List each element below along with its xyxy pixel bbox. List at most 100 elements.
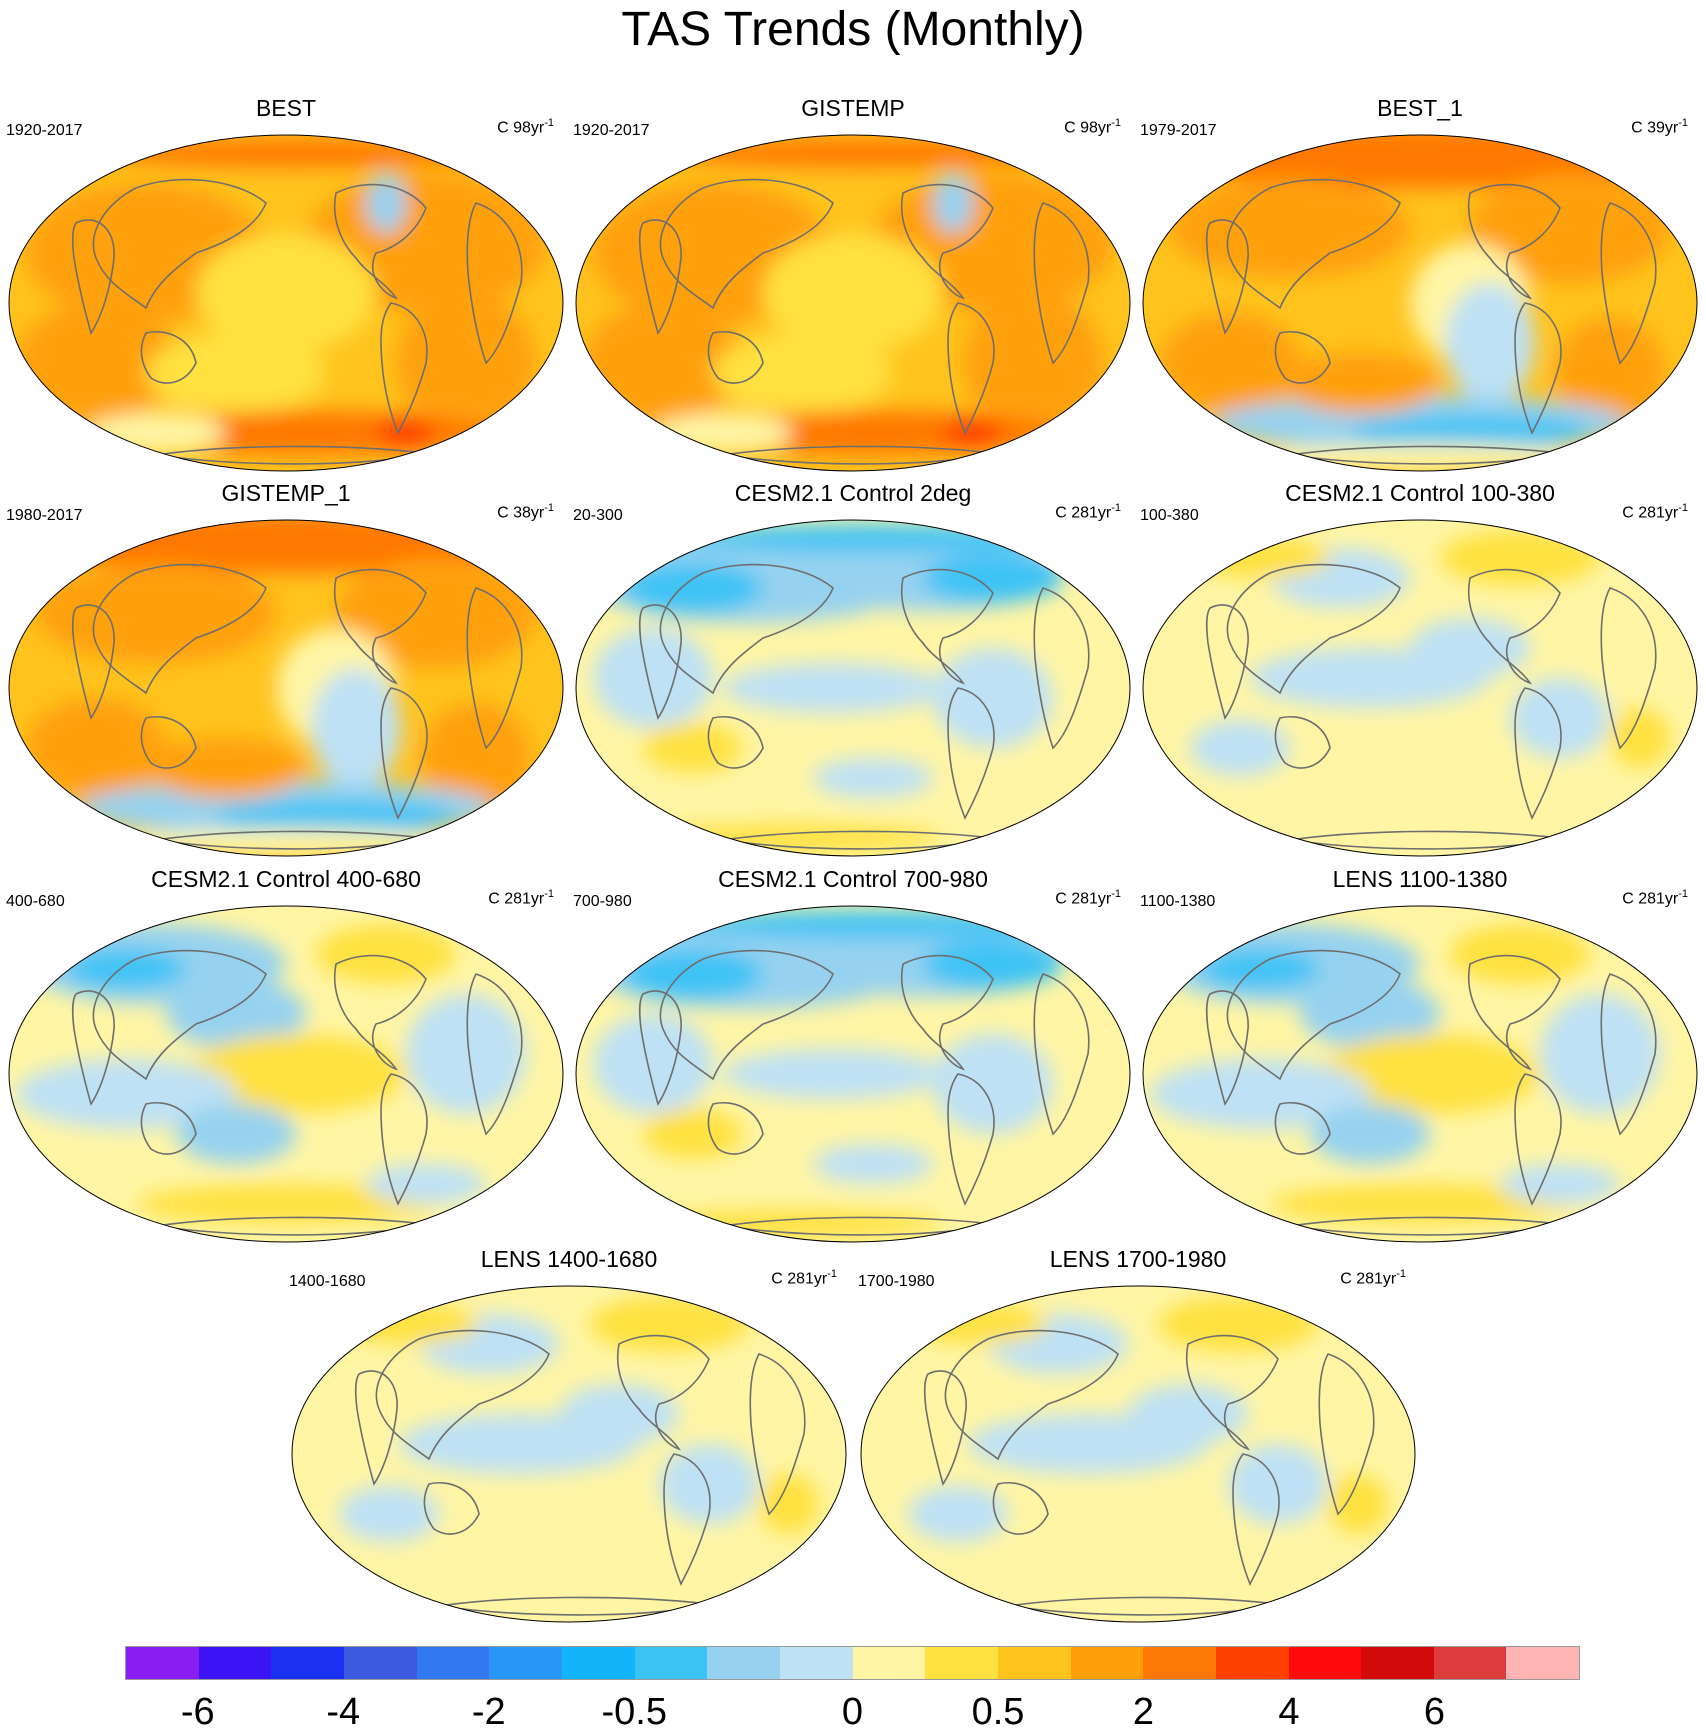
trend-region: [196, 233, 376, 353]
trend-region: [1150, 1059, 1370, 1129]
panel-title: CESM2.1 Control 400-680: [151, 866, 421, 892]
coastline: [659, 949, 834, 1081]
coastline: [1226, 949, 1401, 1081]
coastline: [71, 604, 115, 720]
panel-period: 1100-1380: [1140, 893, 1216, 910]
trend-region: [589, 1296, 749, 1352]
coastline: [992, 1482, 1049, 1535]
colorbar-tick-label: -2: [471, 1691, 506, 1733]
colorbar-swatch: [997, 1647, 1071, 1679]
colorbar-swatch: [343, 1647, 417, 1679]
trend-region: [26, 698, 166, 798]
coastline: [92, 949, 267, 1081]
trend-region: [16, 1059, 236, 1129]
coastline: [333, 568, 427, 685]
panel-title: GISTEMP_1: [221, 480, 351, 506]
trend-region: [593, 628, 713, 728]
coastline: [1205, 219, 1249, 335]
trend-region: [908, 1486, 1008, 1542]
trend-region: [723, 1049, 943, 1099]
map-outline: [575, 134, 1131, 472]
panel-units-text: C 281yr: [1622, 504, 1679, 522]
coastline: [1226, 178, 1401, 310]
panel-units-text: C 39yr: [1631, 119, 1679, 137]
coastline: [659, 563, 834, 695]
coastline: [707, 1102, 764, 1155]
panel-units-exponent: -1: [1396, 1268, 1406, 1280]
trend-region: [998, 1592, 1278, 1616]
trend-region: [763, 233, 943, 353]
trend-region: [339, 1304, 479, 1344]
trend-region: [923, 939, 1063, 989]
map-panel: CESM2.1 Control 100-380 100-380 C 281yr-1: [1140, 480, 1700, 860]
coastline: [1514, 687, 1562, 820]
coastline: [1033, 587, 1090, 750]
trend-region: [136, 1184, 436, 1224]
panel-title: CESM2.1 Control 700-980: [718, 866, 988, 892]
panel-title: CESM2.1 Control 100-380: [1285, 480, 1555, 506]
coastline: [638, 990, 682, 1106]
panel-title: BEST_1: [1377, 95, 1463, 121]
trend-region: [66, 949, 186, 989]
trend-region: [1170, 178, 1410, 278]
panel-units-exponent: -1: [827, 1268, 837, 1280]
trend-region: [1280, 826, 1560, 850]
trend-region: [96, 829, 476, 856]
panel-units-exponent: -1: [544, 117, 554, 129]
trend-region: [396, 293, 536, 433]
coastline: [1274, 716, 1331, 769]
trend-region: [643, 723, 743, 773]
trend-region: [1310, 1104, 1430, 1164]
trend-region: [406, 994, 526, 1114]
trend-region: [1555, 318, 1665, 428]
coastline: [947, 1073, 995, 1206]
coastline: [380, 687, 428, 820]
colorbar-swatch: [925, 1647, 998, 1679]
trend-region: [1328, 1474, 1388, 1534]
colorbar-swatch: [779, 1647, 853, 1679]
trend-region: [1510, 678, 1610, 758]
coastline: [1600, 202, 1657, 365]
panel-units-text: C 281yr: [1055, 504, 1112, 522]
coastline: [638, 219, 682, 335]
panel-title: CESM2.1 Control 2deg: [734, 480, 972, 506]
coastline: [900, 183, 994, 300]
coastline: [900, 568, 994, 685]
trend-region: [813, 758, 933, 798]
map-outline: [860, 1285, 1416, 1623]
coastline: [947, 687, 995, 820]
coastline: [466, 202, 523, 365]
panel-units: C 281yr-1: [1622, 502, 1688, 522]
panel-period: 700-980: [573, 893, 632, 910]
map-outline: [8, 519, 564, 857]
panel-units-exponent: -1: [1678, 888, 1688, 900]
coastline: [423, 1482, 480, 1535]
trend-region: [421, 703, 531, 813]
panel-units: C 98yr-1: [497, 117, 554, 137]
trend-map: [1142, 905, 1698, 1243]
panel-units-text: C 281yr: [1055, 890, 1112, 908]
trend-region: [933, 1034, 1053, 1134]
coastline: [1514, 1073, 1562, 1206]
map-outline: [291, 1285, 847, 1623]
trend-map: [860, 1285, 1416, 1623]
coastline: [707, 716, 764, 769]
trend-map: [575, 905, 1131, 1243]
colorbar-tick-label: 0.5: [971, 1691, 1025, 1733]
colorbar-swatch: [1288, 1647, 1362, 1679]
trend-region: [1440, 530, 1600, 586]
colorbar-swatch: [489, 1647, 562, 1679]
panel-title: LENS 1700-1980: [1049, 1246, 1227, 1272]
coastline: [1467, 568, 1561, 685]
trend-region: [176, 1104, 296, 1164]
trend-region: [16, 303, 176, 423]
trend-region: [96, 139, 496, 167]
trend-region: [593, 1014, 713, 1114]
panel-units: C 98yr-1: [1064, 117, 1121, 137]
trend-region: [1128, 1384, 1248, 1444]
colorbar-swatch: [561, 1647, 635, 1679]
panel-units: C 281yr-1: [771, 1268, 837, 1288]
colorbar-swatch: [852, 1647, 926, 1679]
coastline: [1274, 331, 1331, 384]
trend-region: [813, 1144, 933, 1184]
